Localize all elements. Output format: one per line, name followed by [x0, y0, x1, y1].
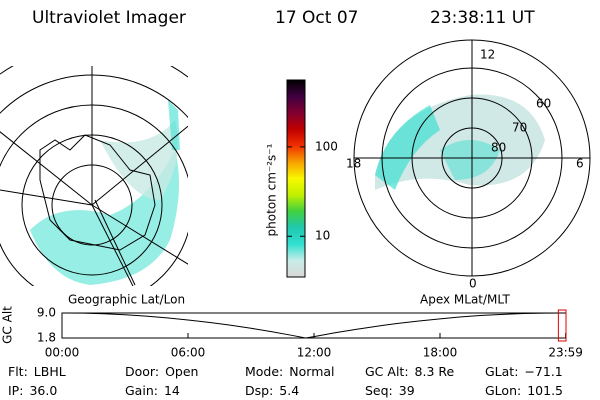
status-value: 39 — [399, 383, 415, 398]
x-tick-label: 12:00 — [297, 346, 332, 360]
status-field: GLat: −71.1 — [485, 364, 563, 379]
geographic-map — [0, 66, 188, 286]
status-value: −71.1 — [524, 364, 562, 379]
x-tick-label: 06:00 — [171, 346, 206, 360]
map-title: Apex MLat/MLT — [420, 293, 510, 307]
status-field: Seq: 39 — [365, 383, 415, 398]
map-title: Geographic Lat/Lon — [68, 293, 185, 307]
y-tick-label: 9.0 — [37, 306, 56, 320]
status-label: IP: — [8, 383, 23, 398]
x-tick-label: 18:00 — [423, 346, 458, 360]
status-value: Open — [165, 364, 198, 379]
status-field: Door: Open — [125, 364, 198, 379]
mlt-label: 0 — [469, 277, 477, 291]
status-field: GLon: 101.5 — [485, 383, 563, 398]
status-label: GC Alt: — [365, 364, 409, 379]
status-field: Dsp: 5.4 — [245, 383, 299, 398]
status-value: LBHL — [34, 364, 66, 379]
status-label: Flt: — [8, 364, 28, 379]
x-tick-label: 00:00 — [45, 346, 80, 360]
colorbar — [286, 79, 306, 278]
y-axis-label: GC Alt — [1, 306, 15, 344]
status-value: 8.3 Re — [415, 364, 455, 379]
status-value: 14 — [164, 383, 180, 398]
instrument-title: Ultraviolet Imager — [32, 8, 186, 28]
y-tick-label: 1.8 — [37, 331, 56, 345]
footer: Flt: LBHL Door: Open Mode: Normal GC Alt: 8.3 R… — [8, 364, 563, 398]
mlat-label: 70 — [512, 121, 527, 135]
status-label: Door: — [125, 364, 159, 379]
status-label: Gain: — [125, 383, 158, 398]
colorbar-tick-label: 10 — [315, 229, 330, 243]
status-label: Seq: — [365, 383, 393, 398]
status-field: GC Alt: 8.3 Re — [365, 364, 455, 379]
status-label: Dsp: — [245, 383, 273, 398]
status-field: Gain: 14 — [125, 383, 180, 398]
altitude-line — [61, 312, 567, 339]
status-value: 101.5 — [527, 383, 563, 398]
polar-map — [353, 39, 591, 277]
status-label: GLon: — [485, 383, 521, 398]
status-field: Mode: Normal — [245, 364, 335, 379]
mlt-label: 12 — [480, 48, 495, 62]
status-value: Normal — [289, 364, 334, 379]
time-marker — [557, 309, 567, 342]
time: 23:38:11 UT — [430, 8, 535, 28]
status-label: Mode: — [245, 364, 283, 379]
mlat-label: 80 — [491, 141, 506, 155]
mlat-label: 60 — [536, 97, 551, 111]
colorbar-label: photon cm⁻²s⁻¹ — [265, 143, 279, 236]
status-field: IP: 36.0 — [8, 383, 57, 398]
date: 17 Oct 07 — [275, 8, 358, 28]
mlt-label: 6 — [576, 157, 584, 171]
status-label: GLat: — [485, 364, 518, 379]
x-tick-label: 23:59 — [548, 346, 583, 360]
status-value: 36.0 — [29, 383, 57, 398]
colorbar-tick-label: 100 — [315, 139, 338, 153]
mlt-label: 18 — [346, 157, 361, 171]
status-field: Flt: LBHL — [8, 364, 66, 379]
status-value: 5.4 — [279, 383, 299, 398]
